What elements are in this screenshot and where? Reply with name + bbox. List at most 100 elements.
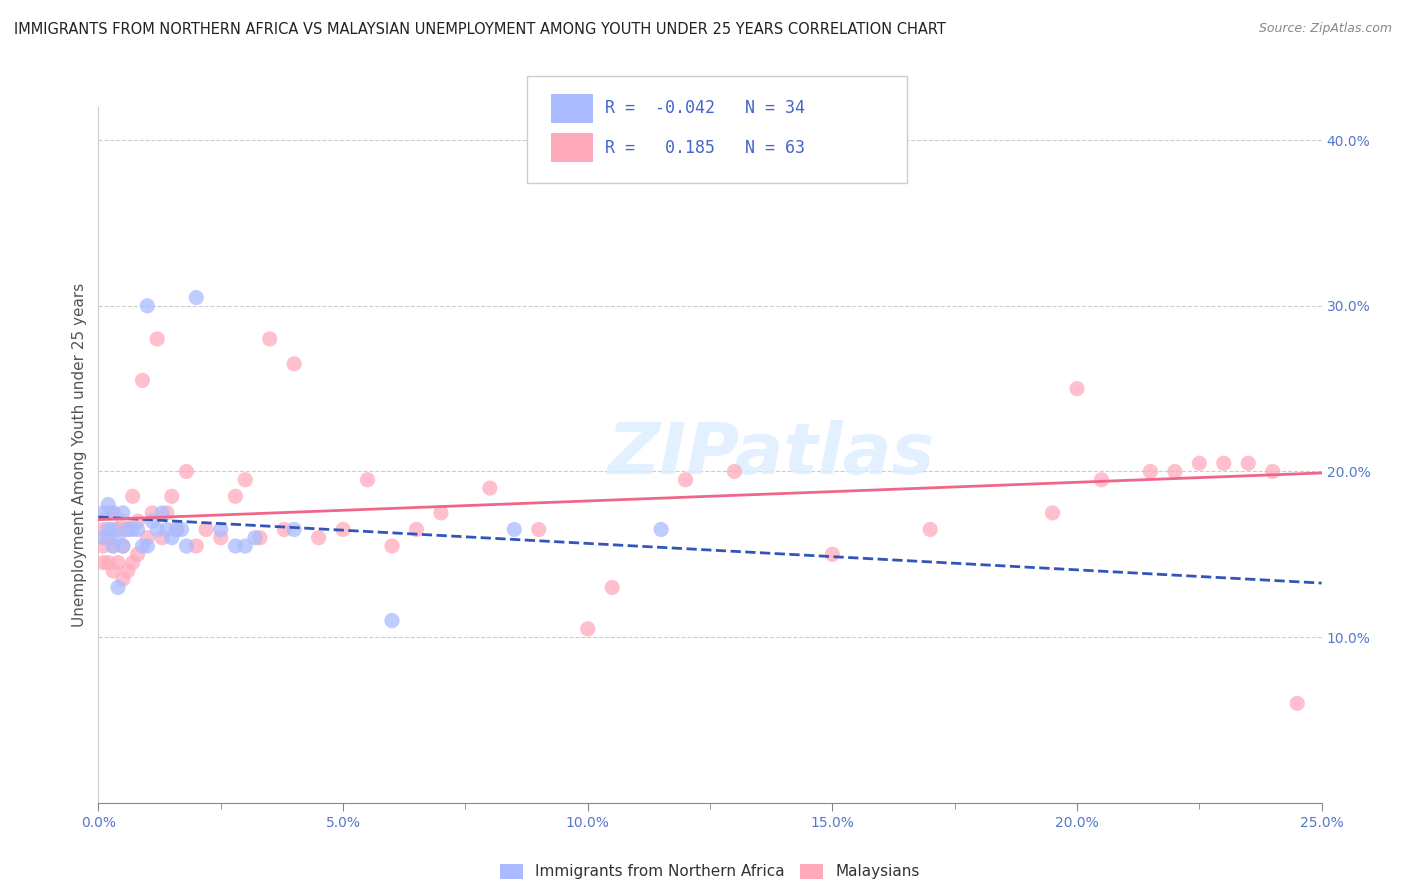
Point: [1286, 697, 1309, 711]
Point: [127, 514, 149, 528]
Point: [259, 332, 281, 346]
Point: [91, 506, 114, 520]
Text: R =   0.185   N = 63: R = 0.185 N = 63: [605, 139, 804, 157]
Point: [91, 539, 114, 553]
Point: [1139, 465, 1161, 479]
Text: R =  -0.042   N = 34: R = -0.042 N = 34: [605, 99, 804, 117]
Point: [1261, 465, 1284, 479]
Point: [405, 523, 427, 537]
Point: [430, 506, 453, 520]
Point: [91, 531, 114, 545]
Point: [1090, 473, 1112, 487]
Point: [117, 523, 139, 537]
Point: [170, 523, 193, 537]
Point: [136, 299, 159, 313]
Point: [233, 539, 256, 553]
Point: [209, 531, 232, 545]
Legend: Immigrants from Northern Africa, Malaysians: Immigrants from Northern Africa, Malaysi…: [494, 857, 927, 886]
Point: [166, 523, 188, 537]
Point: [1212, 456, 1234, 470]
Point: [101, 539, 124, 553]
Point: [101, 523, 124, 537]
Text: ZIPatlas: ZIPatlas: [607, 420, 935, 490]
Point: [1237, 456, 1260, 470]
Point: [91, 523, 114, 537]
Y-axis label: Unemployment Among Youth under 25 years: Unemployment Among Youth under 25 years: [72, 283, 87, 627]
Point: [1066, 382, 1088, 396]
Point: [127, 547, 149, 561]
Point: [107, 581, 129, 595]
Point: [650, 523, 672, 537]
Point: [117, 564, 139, 578]
Point: [136, 531, 159, 545]
Point: [283, 523, 305, 537]
Point: [150, 531, 173, 545]
Point: [141, 506, 163, 520]
Point: [381, 539, 404, 553]
Point: [146, 332, 169, 346]
Point: [131, 539, 153, 553]
Point: [97, 523, 120, 537]
Point: [111, 506, 134, 520]
Point: [209, 523, 232, 537]
Point: [107, 523, 129, 537]
Point: [107, 531, 129, 545]
Point: [478, 481, 501, 495]
Point: [127, 523, 149, 537]
Point: [176, 465, 198, 479]
Point: [101, 539, 124, 553]
Point: [381, 614, 404, 628]
Point: [224, 539, 246, 553]
Point: [156, 506, 179, 520]
Point: [723, 465, 745, 479]
Point: [141, 514, 163, 528]
Point: [308, 531, 330, 545]
Point: [97, 556, 120, 570]
Point: [111, 539, 134, 553]
Point: [101, 564, 124, 578]
Point: [249, 531, 271, 545]
Point: [186, 291, 208, 305]
Point: [195, 523, 218, 537]
Point: [243, 531, 266, 545]
Point: [166, 523, 188, 537]
Point: [91, 556, 114, 570]
Point: [97, 498, 120, 512]
Point: [97, 531, 120, 545]
Point: [1188, 456, 1211, 470]
Point: [111, 539, 134, 553]
Point: [121, 556, 143, 570]
Point: [121, 523, 143, 537]
Point: [101, 506, 124, 520]
Text: Source: ZipAtlas.com: Source: ZipAtlas.com: [1258, 22, 1392, 36]
Point: [273, 523, 295, 537]
Point: [111, 572, 134, 586]
Point: [356, 473, 378, 487]
Point: [111, 514, 134, 528]
Point: [117, 523, 139, 537]
Point: [527, 523, 550, 537]
Point: [503, 523, 526, 537]
Point: [576, 622, 599, 636]
Point: [224, 489, 246, 503]
Point: [97, 506, 120, 520]
Text: IMMIGRANTS FROM NORTHERN AFRICA VS MALAYSIAN UNEMPLOYMENT AMONG YOUTH UNDER 25 Y: IMMIGRANTS FROM NORTHERN AFRICA VS MALAY…: [14, 22, 946, 37]
Point: [1164, 465, 1187, 479]
Point: [101, 506, 124, 520]
Point: [160, 531, 183, 545]
Point: [870, 133, 893, 147]
Point: [150, 506, 173, 520]
Point: [600, 581, 623, 595]
Point: [1042, 506, 1064, 520]
Point: [121, 489, 143, 503]
Point: [675, 473, 697, 487]
Point: [107, 556, 129, 570]
Point: [146, 523, 169, 537]
Point: [332, 523, 354, 537]
Point: [156, 523, 179, 537]
Point: [821, 547, 844, 561]
Point: [186, 539, 208, 553]
Point: [283, 357, 305, 371]
Point: [233, 473, 256, 487]
Point: [160, 489, 183, 503]
